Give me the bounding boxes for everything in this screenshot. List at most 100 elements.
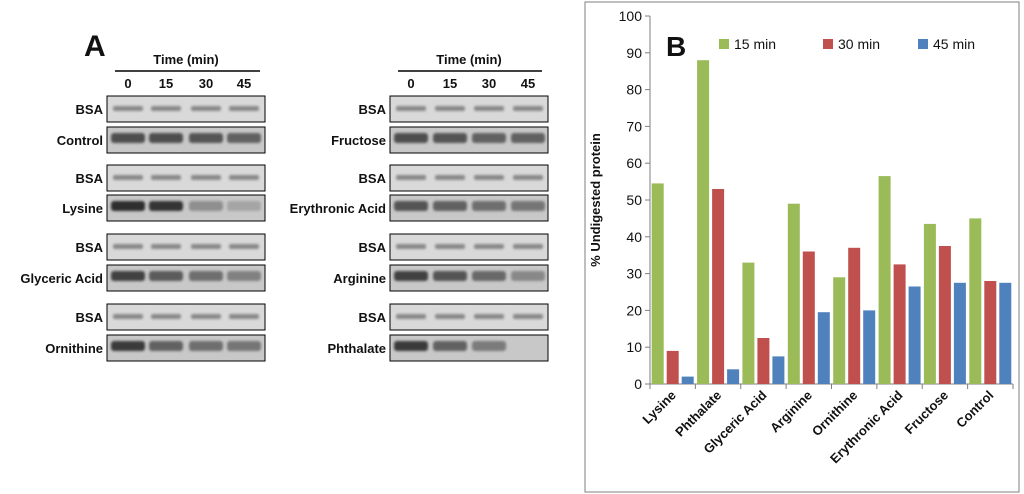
bsa-label: BSA	[359, 171, 387, 186]
bar-15-min-control	[969, 218, 982, 384]
bsa-band	[396, 244, 426, 249]
sample-band	[111, 201, 145, 211]
bsa-band	[513, 244, 543, 249]
bsa-label: BSA	[76, 102, 104, 117]
bar-45-min-fructose	[953, 282, 966, 384]
bar-30-min-erythronic-acid	[893, 264, 906, 384]
bsa-band	[191, 106, 221, 111]
sample-label: Lysine	[62, 201, 103, 216]
bsa-band	[396, 175, 426, 180]
y-tick-label: 70	[626, 118, 642, 134]
time-point-label: 15	[159, 76, 173, 91]
sample-band	[189, 341, 223, 351]
bsa-band	[191, 175, 221, 180]
sample-band	[472, 133, 506, 143]
time-header: Time (min)	[153, 52, 219, 67]
sample-label: Phthalate	[327, 341, 386, 356]
bsa-band	[513, 175, 543, 180]
y-tick-label: 40	[626, 229, 642, 245]
sample-band	[189, 271, 223, 281]
y-tick-label: 80	[626, 82, 642, 98]
bsa-band	[151, 106, 181, 111]
bar-45-min-arginine	[817, 312, 830, 384]
bsa-label: BSA	[359, 240, 387, 255]
panel-a-label: A	[84, 30, 106, 63]
y-tick-label: 0	[634, 376, 642, 392]
sample-band	[394, 271, 428, 281]
bsa-band	[435, 314, 465, 319]
bar-15-min-erythronic-acid	[878, 176, 891, 384]
sample-band	[149, 271, 183, 281]
bsa-label: BSA	[359, 310, 387, 325]
sample-band	[472, 341, 506, 351]
bsa-label: BSA	[76, 240, 104, 255]
sample-band	[111, 271, 145, 281]
bsa-band	[113, 175, 143, 180]
sample-label: Fructose	[331, 133, 386, 148]
bsa-label: BSA	[76, 310, 104, 325]
sample-band	[511, 201, 545, 211]
sample-label: Control	[57, 133, 103, 148]
sample-band	[472, 271, 506, 281]
bsa-band	[435, 106, 465, 111]
bar-30-min-fructose	[938, 246, 951, 384]
y-tick-label: 30	[626, 266, 642, 282]
legend-label: 15 min	[734, 36, 776, 52]
bsa-band	[229, 244, 259, 249]
sample-band	[394, 133, 428, 143]
sample-band	[472, 201, 506, 211]
bar-15-min-glyceric-acid	[742, 262, 755, 384]
sample-band	[433, 133, 467, 143]
sample-band	[189, 201, 223, 211]
panel-a-gel: A Time (min) 0 15 30 45 BSA Control BSA Lysine BS…	[20, 30, 549, 362]
sample-band	[227, 201, 261, 211]
sample-band	[149, 341, 183, 351]
bar-30-min-lysine	[666, 350, 679, 384]
bsa-band	[435, 175, 465, 180]
panel-b-chart: B 0 10 20 30 40 50 60 70 80 90 100 % Undigested pro…	[584, 1, 1020, 493]
bar-30-min-arginine	[802, 251, 815, 384]
bsa-band	[191, 314, 221, 319]
sample-band	[111, 341, 145, 351]
y-tick-label: 10	[626, 339, 642, 355]
bsa-band	[513, 106, 543, 111]
y-tick-label: 50	[626, 192, 642, 208]
bsa-band	[151, 175, 181, 180]
bsa-band	[191, 244, 221, 249]
bar-15-min-arginine	[787, 203, 800, 384]
time-point-label: 15	[443, 76, 457, 91]
y-tick-label: 20	[626, 302, 642, 318]
sample-band	[189, 133, 223, 143]
bsa-band	[229, 106, 259, 111]
bar-15-min-fructose	[923, 223, 936, 384]
bsa-band	[113, 106, 143, 111]
legend-swatch-15-min	[719, 39, 729, 49]
y-tick-label: 100	[619, 8, 643, 24]
bsa-band	[474, 106, 504, 111]
sample-label: Glyceric Acid	[20, 271, 103, 286]
legend-label: 45 min	[933, 36, 975, 52]
bsa-band	[474, 314, 504, 319]
legend-label: 30 min	[838, 36, 880, 52]
bar-45-min-erythronic-acid	[908, 286, 921, 384]
bsa-band	[113, 244, 143, 249]
bar-15-min-lysine	[651, 183, 664, 384]
bsa-band	[396, 106, 426, 111]
legend-swatch-45-min	[918, 39, 928, 49]
time-point-label: 45	[237, 76, 251, 91]
sample-band	[394, 201, 428, 211]
sample-band	[227, 341, 261, 351]
bsa-band	[229, 314, 259, 319]
bsa-band	[151, 244, 181, 249]
bar-30-min-phthalate	[712, 189, 725, 384]
sample-band	[149, 133, 183, 143]
bsa-label: BSA	[76, 171, 104, 186]
time-point-label: 45	[521, 76, 535, 91]
bsa-band	[151, 314, 181, 319]
y-tick-label: 90	[626, 45, 642, 61]
sample-band	[433, 341, 467, 351]
time-header: Time (min)	[436, 52, 502, 67]
bar-45-min-ornithine	[863, 310, 876, 384]
sample-band	[111, 133, 145, 143]
y-tick-label: 60	[626, 155, 642, 171]
